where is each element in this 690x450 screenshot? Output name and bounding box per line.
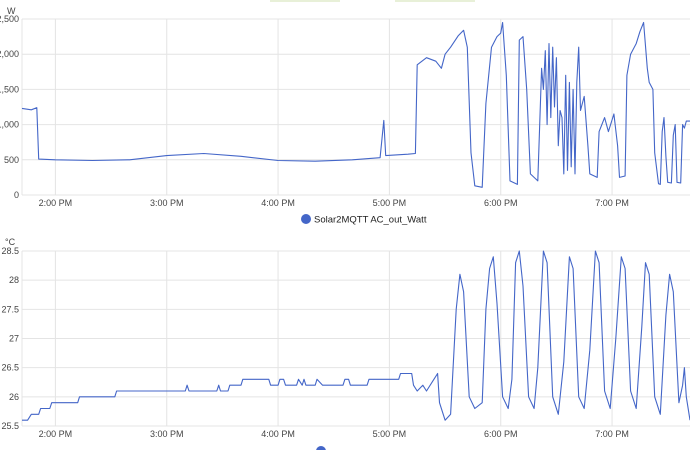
- y-tick-label: 2,000: [0, 49, 19, 59]
- x-tick-label: 5:00 PM: [373, 429, 407, 439]
- y-tick-label: 28.5: [1, 246, 19, 256]
- y-tick-label: 26: [9, 392, 19, 402]
- y-tick-label: 28: [9, 275, 19, 285]
- power-unit-label: W: [7, 6, 16, 16]
- power-legend-marker[interactable]: [301, 214, 311, 224]
- y-tick-label: 500: [4, 155, 19, 165]
- power-y-axis: 0 500 1,000 1,500 2,000 2,500: [0, 14, 19, 200]
- temperature-chart: °C 25.5 26 26.5 27 27.5 28 28.5 2:00 PM 3:00 PM…: [1, 237, 690, 450]
- y-tick-label: 0: [14, 190, 19, 200]
- top-accent-right: [395, 0, 475, 2]
- x-tick-label: 5:00 PM: [373, 198, 407, 208]
- temperature-series-line[interactable]: [22, 250, 690, 421]
- temperature-y-axis: 25.5 26 26.5 27 27.5 28 28.5: [1, 246, 19, 431]
- y-tick-label: 25.5: [1, 421, 19, 431]
- power-chart: W 0 500 1,000 1,500 2,000 2,500 2:00 PM 3:00 P…: [0, 6, 690, 226]
- temperature-chart-grid: [21, 250, 690, 427]
- y-tick-label: 27: [9, 334, 19, 344]
- x-tick-label: 6:00 PM: [484, 429, 518, 439]
- y-tick-label: 1,000: [0, 120, 19, 130]
- power-series-line[interactable]: [21, 21, 690, 188]
- power-legend[interactable]: Solar2MQTT AC_out_Watt: [301, 214, 427, 226]
- y-tick-label: 2,500: [0, 14, 19, 24]
- x-tick-label: 2:00 PM: [39, 198, 73, 208]
- x-tick-label: 7:00 PM: [595, 429, 629, 439]
- temperature-x-axis: 2:00 PM 3:00 PM 4:00 PM 5:00 PM 6:00 PM 7:00 …: [39, 429, 629, 439]
- x-tick-label: 4:00 PM: [261, 198, 295, 208]
- x-tick-label: 4:00 PM: [261, 429, 295, 439]
- temperature-legend-marker[interactable]: [316, 446, 326, 450]
- temperature-unit-label: °C: [5, 237, 16, 247]
- y-tick-label: 27.5: [1, 304, 19, 314]
- x-tick-label: 3:00 PM: [150, 198, 184, 208]
- x-tick-label: 7:00 PM: [595, 198, 629, 208]
- x-tick-label: 3:00 PM: [150, 429, 184, 439]
- top-accent-left: [270, 0, 340, 2]
- power-legend-label[interactable]: Solar2MQTT AC_out_Watt: [314, 215, 427, 226]
- power-x-axis: 2:00 PM 3:00 PM 4:00 PM 5:00 PM 6:00 PM 7:00 …: [39, 198, 629, 208]
- y-tick-label: 26.5: [1, 363, 19, 373]
- x-tick-label: 6:00 PM: [484, 198, 518, 208]
- x-tick-label: 2:00 PM: [39, 429, 73, 439]
- y-tick-label: 1,500: [0, 84, 19, 94]
- temperature-legend[interactable]: [316, 446, 326, 450]
